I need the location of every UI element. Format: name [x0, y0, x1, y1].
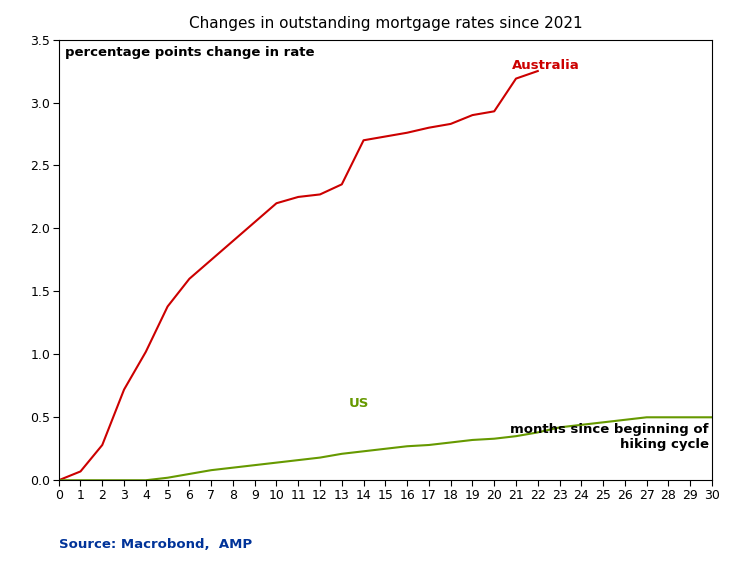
Title: Changes in outstanding mortgage rates since 2021: Changes in outstanding mortgage rates si… [189, 16, 582, 32]
Text: Australia: Australia [512, 59, 579, 72]
Text: US: US [349, 397, 368, 410]
Text: Source: Macrobond,  AMP: Source: Macrobond, AMP [59, 538, 252, 551]
Text: months since beginning of
hiking cycle: months since beginning of hiking cycle [510, 423, 709, 451]
Text: percentage points change in rate: percentage points change in rate [65, 46, 315, 59]
